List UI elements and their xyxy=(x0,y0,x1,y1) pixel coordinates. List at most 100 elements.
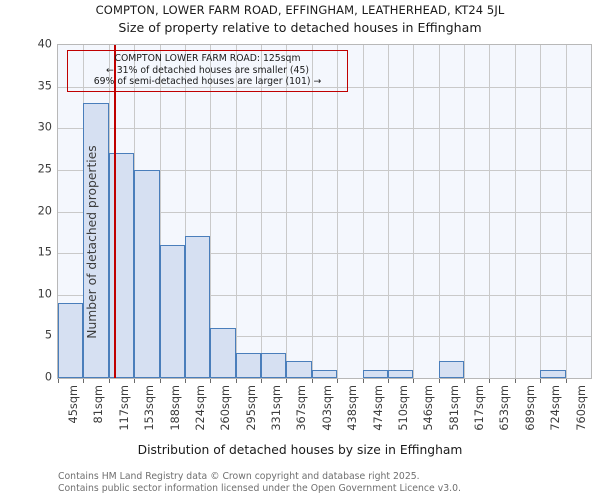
page-title: COMPTON, LOWER FARM ROAD, EFFINGHAM, LEA… xyxy=(95,3,505,17)
annotation-line-2: ← 31% of detached houses are smaller (45… xyxy=(106,64,309,76)
gridline-horizontal xyxy=(58,294,591,296)
histogram-bar xyxy=(83,103,109,378)
x-axis-tick-mark xyxy=(108,379,110,383)
histogram-bar xyxy=(387,369,414,378)
x-axis-tick-mark xyxy=(83,379,85,383)
x-axis-tick-label: 224sqm xyxy=(193,385,207,431)
x-axis-tick-label: 331sqm xyxy=(270,385,284,431)
y-axis-tick-label: 20 xyxy=(37,204,52,217)
x-axis-tick-mark xyxy=(159,379,161,383)
histogram-bar xyxy=(438,361,465,378)
histogram-bar xyxy=(362,369,388,378)
x-axis-tick-label: 81sqm xyxy=(92,385,106,424)
y-axis-tick-label: 25 xyxy=(37,162,52,176)
x-axis-tick-mark xyxy=(464,379,466,383)
gridline-vertical xyxy=(489,45,491,378)
y-axis-tick-label: 40 xyxy=(37,37,52,51)
x-axis-tick-mark xyxy=(387,379,389,383)
gridline-vertical xyxy=(514,45,516,378)
x-axis-tick-label: 581sqm xyxy=(447,385,461,431)
x-axis-tick-label: 438sqm xyxy=(346,385,360,431)
histogram-bar xyxy=(261,353,287,378)
histogram-bar xyxy=(540,369,566,378)
x-axis-tick-label: 724sqm xyxy=(549,385,563,431)
y-axis-tick-label: 0 xyxy=(44,370,52,384)
gridline-vertical xyxy=(464,45,466,378)
x-axis-tick-mark xyxy=(489,379,491,383)
gridline-horizontal xyxy=(58,86,591,88)
gridline-horizontal xyxy=(58,211,591,213)
gridline-horizontal xyxy=(58,253,591,255)
histogram-bar xyxy=(184,236,211,378)
gridline-horizontal xyxy=(58,169,591,171)
footer-line-1: Contains HM Land Registry data © Crown c… xyxy=(58,471,420,482)
x-axis-tick-label: 510sqm xyxy=(396,385,410,431)
gridline-vertical xyxy=(286,45,288,378)
footer-attribution: Contains HM Land Registry data © Crown c… xyxy=(58,471,461,494)
histogram-bar xyxy=(134,169,160,378)
gridline-vertical xyxy=(387,45,389,378)
histogram-bar xyxy=(210,328,236,378)
gridline-vertical xyxy=(311,45,313,378)
gridline-vertical xyxy=(235,45,237,378)
x-axis-tick-mark xyxy=(311,379,313,383)
annotation-line-3: 69% of semi-detached houses are larger (… xyxy=(93,76,322,88)
x-axis-tick-mark xyxy=(413,379,415,383)
gridline-vertical xyxy=(337,45,339,378)
x-axis-tick-mark xyxy=(362,379,364,383)
x-axis-title: Distribution of detached houses by size … xyxy=(137,443,463,457)
x-axis-tick-label: 617sqm xyxy=(473,385,487,431)
gridline-vertical xyxy=(159,45,161,378)
x-axis-tick-mark xyxy=(235,379,237,383)
property-marker-line xyxy=(114,45,116,378)
y-axis-title: Number of detached properties xyxy=(85,145,99,339)
x-axis-tick-label: 153sqm xyxy=(143,385,157,431)
gridline-vertical xyxy=(540,45,542,378)
x-axis-tick-mark xyxy=(337,379,339,383)
y-axis-ticks: 0 5 10 15 20 25 30 35 40 xyxy=(0,0,52,500)
x-axis-tick-label: 45sqm xyxy=(67,385,80,424)
x-axis-tick-label: 188sqm xyxy=(168,385,182,431)
x-axis-tick-label: 403sqm xyxy=(320,385,334,431)
histogram-bar xyxy=(58,303,84,378)
gridline-horizontal xyxy=(58,128,591,130)
x-axis-tick-label: 653sqm xyxy=(498,385,512,431)
x-axis-tick-mark xyxy=(134,379,136,383)
histogram-bar xyxy=(286,361,312,378)
y-axis-tick-label: 10 xyxy=(37,287,52,301)
x-axis-tick-mark xyxy=(261,379,263,383)
y-axis-tick-label: 35 xyxy=(37,79,52,93)
x-axis-tick-label: 689sqm xyxy=(523,385,537,431)
x-axis-tick-label: 474sqm xyxy=(371,385,385,431)
x-axis-tick-label: 760sqm xyxy=(574,385,588,431)
gridline-vertical xyxy=(413,45,415,378)
gridline-vertical xyxy=(184,45,186,378)
gridline-horizontal xyxy=(58,336,591,338)
x-axis-tick-mark xyxy=(514,379,516,383)
annotation-line-1: COMPTON LOWER FARM ROAD: 125sqm xyxy=(114,53,301,64)
x-axis-tick-mark xyxy=(565,379,567,383)
x-axis-tick-mark xyxy=(286,379,288,383)
x-axis-tick-label: 260sqm xyxy=(219,385,233,431)
gridline-vertical xyxy=(565,45,567,378)
annotation-box: COMPTON LOWER FARM ROAD: 125sqm ← 31% of… xyxy=(67,50,348,92)
y-axis-tick-label: 5 xyxy=(44,328,52,342)
x-axis-tick-mark xyxy=(210,379,212,383)
x-axis-tick-label: 367sqm xyxy=(295,385,309,431)
x-axis-tick-mark xyxy=(58,379,59,383)
histogram-bar xyxy=(108,153,135,378)
plot-area: COMPTON LOWER FARM ROAD: 125sqm ← 31% of… xyxy=(57,44,592,431)
x-axis-tick-label: 295sqm xyxy=(244,385,258,431)
gridline-vertical xyxy=(261,45,263,378)
x-axis-tick-mark xyxy=(184,379,186,383)
x-axis-tick-mark xyxy=(438,379,440,383)
x-axis-tick-mark xyxy=(540,379,542,383)
y-axis-tick-label: 15 xyxy=(37,245,52,259)
x-axis-tick-label: 546sqm xyxy=(422,385,436,431)
page-subtitle: Size of property relative to detached ho… xyxy=(118,20,482,35)
histogram-bar xyxy=(235,353,262,378)
gridline-vertical xyxy=(210,45,212,378)
footer-line-2: Contains public sector information licen… xyxy=(58,482,461,494)
histogram-bar xyxy=(159,244,185,378)
